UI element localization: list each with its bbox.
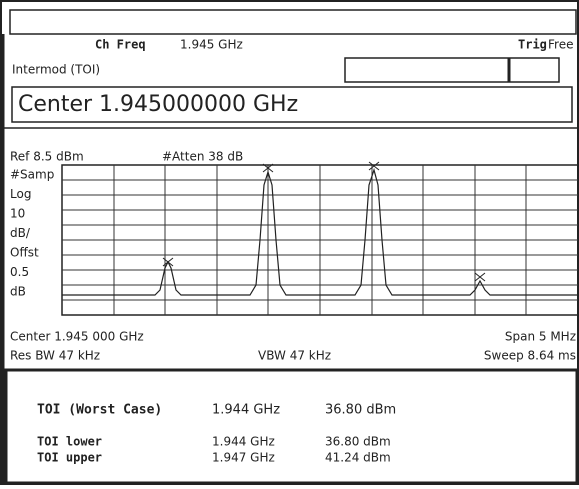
mode: Intermod (TOI) (12, 63, 100, 77)
result-value: 36.80 dBm (325, 435, 391, 449)
side-label: dB (10, 285, 26, 299)
center-frequency: Center 1.945 000 GHz (10, 330, 144, 344)
ch-freq-label: Ch Freq (95, 38, 146, 52)
trig-label: Trig (518, 38, 547, 52)
ref-level: Ref 8.5 dBm (10, 150, 84, 164)
title-bar (9, 9, 577, 35)
result-value: 41.24 dBm (325, 451, 391, 465)
trace (62, 167, 578, 296)
result-label: TOI upper (37, 451, 102, 465)
status-box (344, 57, 560, 83)
side-label: Offst (10, 246, 39, 260)
result-label: TOI (Worst Case) (37, 403, 162, 418)
side-label: Log (10, 187, 31, 201)
markers (162, 161, 486, 282)
side-label: 0.5 (10, 265, 29, 279)
side-label: #Samp (10, 168, 54, 182)
result-value: 1.947 GHz (212, 451, 275, 465)
result-value: 36.80 dBm (325, 403, 396, 418)
side-label: dB/ (10, 226, 31, 240)
result-label: TOI lower (37, 435, 102, 449)
side-label: 10 (10, 207, 25, 221)
result-value: 1.944 GHz (212, 403, 280, 418)
vbw: VBW 47 kHz (258, 349, 331, 363)
trig-value: Free (548, 38, 573, 52)
attenuation: #Atten 38 dB (162, 150, 243, 164)
center-box (11, 86, 573, 123)
results-table: TOI (Worst Case) 1.944 GHz 36.80 dBm TOI lo… (37, 403, 396, 465)
result-value: 1.944 GHz (212, 435, 275, 449)
results-panel (4, 368, 579, 485)
side-labels: #Samp Log 10 dB/Offst 0.5 dB (10, 168, 54, 299)
center-entry: Center 1.945000000 GHz (18, 92, 298, 117)
graticule (61, 164, 579, 316)
ch-freq-value: 1.945 GHz (180, 38, 243, 52)
span: Span 5 MHz (505, 330, 576, 344)
sweep: Sweep 8.64 ms (484, 349, 576, 363)
res-bw: Res BW 47 kHz (10, 349, 100, 363)
